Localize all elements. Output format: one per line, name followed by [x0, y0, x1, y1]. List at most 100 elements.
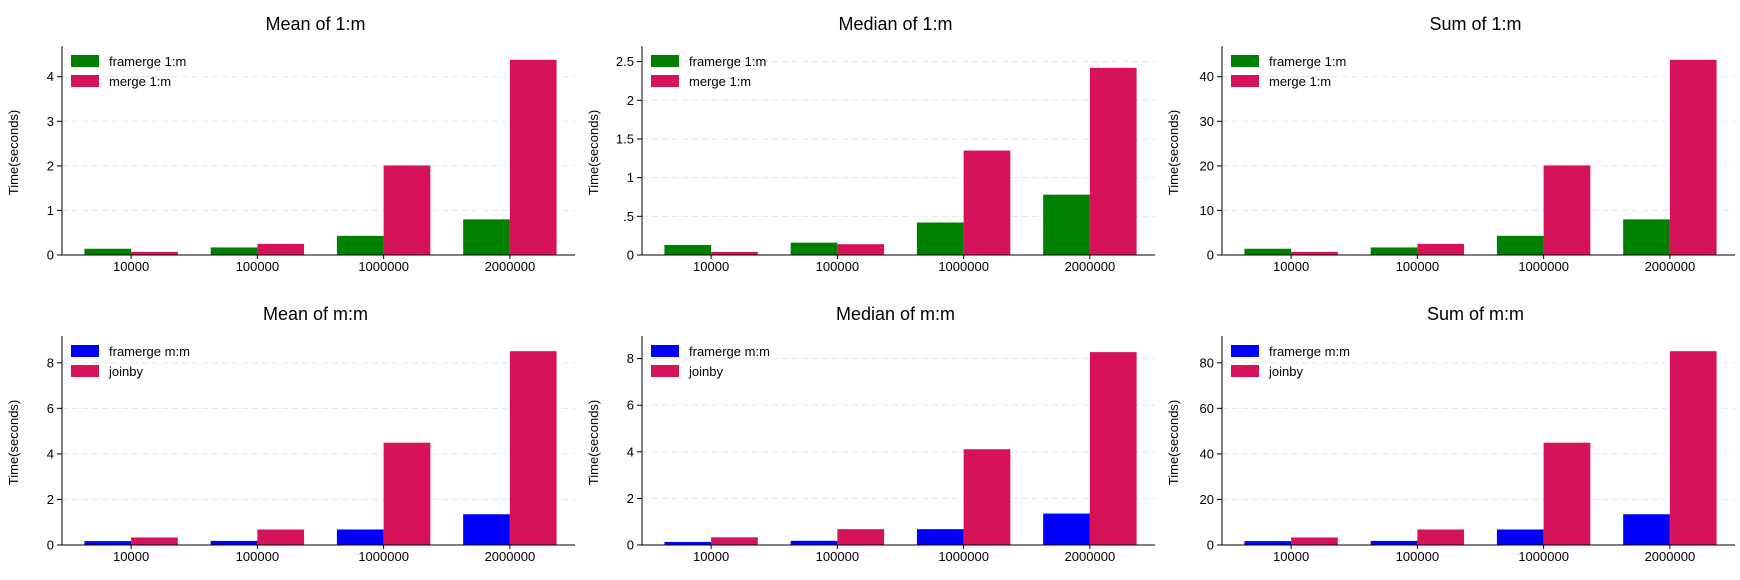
chart-1-xtick-label: 1000000	[938, 259, 989, 274]
chart-2-ytick-label: 0	[1207, 248, 1214, 263]
chart-4-bar-s1-c0	[711, 537, 758, 545]
chart-1-bar-s1-c2	[963, 150, 1011, 255]
chart-4-bar-s0-c3	[1043, 513, 1090, 545]
chart-5-bar-s0-c0	[1244, 541, 1292, 545]
chart-2-legend-swatch-0	[1231, 55, 1259, 67]
chart-1-ytick-label: 2	[627, 93, 634, 108]
chart-2-bar-s1-c0	[1291, 251, 1338, 255]
chart-0-xtick-label: 1000000	[358, 259, 409, 274]
chart-panel-median-1m: Median of 1:m Time(seconds) 0 .5 1 1.5 2 2.5 100…	[586, 14, 1155, 274]
chart-4-title: Median of m:m	[836, 304, 955, 324]
chart-3-bar-s1-c2	[383, 442, 431, 545]
chart-5-legend-label-0: framerge m:m	[1269, 344, 1350, 359]
chart-5-ytick-label: 60	[1200, 401, 1214, 416]
chart-1-legend-label-1: merge 1:m	[689, 74, 751, 89]
chart-4-ytick-label: 8	[627, 351, 634, 366]
chart-1-xtick-label: 2000000	[1065, 259, 1116, 274]
chart-5-ytick-label: 80	[1200, 355, 1214, 370]
chart-2-xtick-label: 100000	[1396, 259, 1439, 274]
chart-3-xtick-label: 10000	[113, 549, 149, 564]
chart-3-bar-s1-c1	[257, 529, 305, 545]
chart-5-bar-s1-c3	[1669, 351, 1717, 545]
chart-1-bar-s0-c0	[664, 244, 712, 255]
chart-0-ytick-label: 2	[47, 158, 54, 173]
chart-1-ytick-label: 1.5	[616, 131, 634, 146]
chart-5-title: Sum of m:m	[1427, 304, 1524, 324]
chart-4-legend-label-0: framerge m:m	[689, 344, 770, 359]
chart-1-bar-s0-c3	[1043, 194, 1090, 255]
chart-1-legend-label-0: framerge 1:m	[689, 54, 766, 69]
chart-5-bar-s1-c1	[1417, 529, 1465, 545]
chart-4-bar-s1-c2	[963, 449, 1011, 545]
chart-1-xtick-label: 10000	[693, 259, 729, 274]
chart-1-xtick-label: 100000	[816, 259, 859, 274]
chart-0-bar-s0-c3	[463, 219, 510, 255]
chart-4-ytick-label: 4	[627, 444, 634, 459]
chart-1-ytick-label: 1	[627, 170, 634, 185]
chart-panel-mean-mm: Mean of m:m Time(seconds) 0 2 4 6 8 10000 100000…	[6, 304, 575, 564]
chart-5-legend-label-1: joinby	[1268, 364, 1303, 379]
chart-1-bar-s1-c1	[837, 244, 885, 255]
chart-3-bar-s0-c1	[210, 540, 258, 545]
chart-2-xtick-label: 2000000	[1645, 259, 1696, 274]
chart-3-ytick-label: 8	[47, 355, 54, 370]
chart-1-bar-s1-c3	[1089, 67, 1137, 255]
chart-3-legend-swatch-1	[71, 365, 99, 377]
chart-5-ytick-label: 20	[1200, 492, 1214, 507]
chart-0-legend-label-0: framerge 1:m	[109, 54, 186, 69]
chart-3-ytick-label: 6	[47, 401, 54, 416]
chart-0-bar-s1-c2	[383, 165, 431, 255]
chart-4-xtick-label: 100000	[816, 549, 859, 564]
chart-4-bar-s0-c0	[664, 541, 712, 545]
chart-2-ytick-label: 40	[1200, 69, 1214, 84]
chart-4-xtick-label: 2000000	[1065, 549, 1116, 564]
chart-2-bar-s1-c2	[1543, 165, 1591, 255]
chart-1-bar-s1-c0	[711, 251, 758, 255]
chart-1-ytick-label: 0	[627, 248, 634, 263]
chart-4-bar-s0-c2	[916, 529, 964, 545]
chart-3-ytick-label: 2	[47, 492, 54, 507]
chart-3-legend-label-1: joinby	[108, 364, 143, 379]
chart-4-ylabel: Time(seconds)	[586, 400, 601, 485]
chart-3-bar-s0-c0	[84, 541, 132, 545]
chart-0-bar-s0-c0	[84, 248, 132, 255]
chart-2-ytick-label: 30	[1200, 114, 1214, 129]
chart-2-legend-label-1: merge 1:m	[1269, 74, 1331, 89]
chart-3-title: Mean of m:m	[263, 304, 368, 324]
chart-1-bar-s0-c2	[916, 222, 964, 255]
chart-3-xtick-label: 2000000	[485, 549, 536, 564]
chart-3-bar-s1-c0	[131, 537, 178, 545]
chart-2-bar-s1-c1	[1417, 243, 1465, 255]
chart-2-legend-label-0: framerge 1:m	[1269, 54, 1346, 69]
chart-3-ytick-label: 4	[47, 446, 54, 461]
chart-1-ytick-label: 2.5	[616, 54, 634, 69]
chart-2-legend-swatch-1	[1231, 75, 1259, 87]
chart-4-legend-swatch-1	[651, 365, 679, 377]
chart-4-legend-label-1: joinby	[688, 364, 723, 379]
chart-3-bar-s0-c3	[463, 514, 510, 545]
chart-3-xtick-label: 1000000	[358, 549, 409, 564]
chart-0-ytick-label: 0	[47, 248, 54, 263]
chart-2-ytick-label: 10	[1200, 203, 1214, 218]
chart-panel-mean-1m: Mean of 1:m Time(seconds) 0 1 2 3 4 10000 100000…	[6, 14, 575, 274]
chart-panel-sum-mm: Sum of m:m Time(seconds) 0 20 40 60 80 10000 100…	[1166, 304, 1735, 564]
chart-panel-sum-1m: Sum of 1:m Time(seconds) 0 10 20 30 40 10000 100…	[1166, 14, 1735, 274]
chart-4-xtick-label: 10000	[693, 549, 729, 564]
chart-5-legend-swatch-0	[1231, 345, 1259, 357]
chart-2-ytick-label: 20	[1200, 158, 1214, 173]
chart-0-bar-s1-c0	[131, 251, 178, 255]
chart-5-ytick-label: 0	[1207, 538, 1214, 553]
chart-0-bar-s0-c1	[210, 247, 258, 255]
chart-1-legend-swatch-0	[651, 55, 679, 67]
chart-0-ytick-label: 3	[47, 114, 54, 129]
chart-5-legend-swatch-1	[1231, 365, 1259, 377]
chart-2-bar-s0-c3	[1623, 219, 1670, 255]
chart-3-xtick-label: 100000	[236, 549, 279, 564]
chart-3-bar-s1-c3	[509, 351, 557, 545]
chart-0-ylabel: Time(seconds)	[6, 110, 21, 195]
chart-4-xtick-label: 1000000	[938, 549, 989, 564]
chart-1-legend-swatch-1	[651, 75, 679, 87]
chart-3-bar-s0-c2	[336, 529, 384, 545]
chart-0-xtick-label: 100000	[236, 259, 279, 274]
chart-5-bar-s0-c3	[1623, 514, 1670, 545]
